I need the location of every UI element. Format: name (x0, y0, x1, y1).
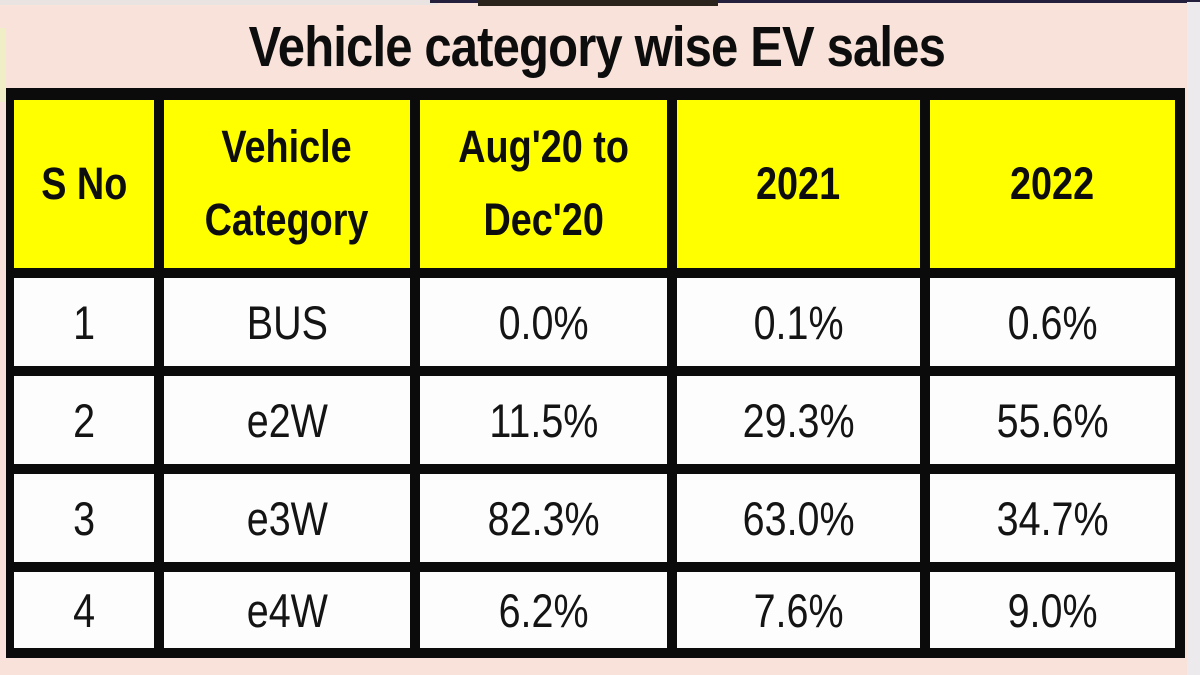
header-cell-s-no: S No (14, 100, 154, 268)
value-row4-2022: 9.0% (1007, 583, 1098, 637)
left-edge-strip-artifact (0, 28, 6, 102)
table-title: Vehicle category wise EV sales (248, 15, 945, 79)
top-edge-gray-artifact (0, 0, 438, 5)
value-row3-2021: 63.0% (742, 491, 855, 545)
cell-row4-period: 6.2% (420, 572, 667, 648)
value-row4-category: e4W (246, 583, 328, 637)
value-row3-sno: 3 (73, 491, 95, 545)
cell-row1-period: 0.0% (420, 278, 667, 366)
cell-row2-sno: 2 (14, 376, 154, 464)
cell-row4-sno: 4 (14, 572, 154, 648)
cell-row2-period: 11.5% (420, 376, 667, 464)
value-row4-period: 6.2% (498, 583, 589, 637)
value-row2-sno: 2 (73, 393, 95, 447)
top-edge-dark-segment-artifact (478, 0, 718, 6)
cell-row2-2021: 29.3% (677, 376, 920, 464)
cell-row2-category: e2W (164, 376, 410, 464)
header-label-s-no: S No (40, 157, 128, 209)
cell-row3-2021: 63.0% (677, 474, 920, 562)
value-row4-sno: 4 (73, 583, 95, 637)
value-row1-period: 0.0% (498, 295, 589, 349)
cell-row3-sno: 3 (14, 474, 154, 562)
header-label-2021: 2021 (756, 157, 841, 209)
right-margin-strip (1187, 2, 1200, 675)
value-row2-2021: 29.3% (742, 393, 855, 447)
header-cell-period: Aug'20 to Dec'20 (420, 100, 667, 268)
cell-row1-2022: 0.6% (930, 278, 1175, 366)
table-title-bar: Vehicle category wise EV sales (8, 8, 1185, 86)
header-cell-2021: 2021 (677, 100, 920, 268)
value-row1-2022: 0.6% (1007, 295, 1098, 349)
cell-row2-2022: 55.6% (930, 376, 1175, 464)
cell-row3-period: 82.3% (420, 474, 667, 562)
ev-sales-table: S No Vehicle Category Aug'20 to Dec'20 2… (6, 88, 1185, 658)
value-row4-2021: 7.6% (753, 583, 844, 637)
header-label-period-line1: Aug'20 to (458, 121, 629, 173)
cell-row1-category: BUS (164, 278, 410, 366)
value-row1-category: BUS (246, 295, 328, 349)
header-label-period-line2: Dec'20 (483, 194, 604, 245)
value-row3-category: e3W (246, 491, 328, 545)
cell-row3-2022: 34.7% (930, 474, 1175, 562)
cell-row3-category: e3W (164, 474, 410, 562)
value-row3-period: 82.3% (487, 491, 600, 545)
header-cell-vehicle-category: Vehicle Category (164, 100, 410, 268)
top-edge-navy-line-artifact (430, 0, 1200, 3)
value-row1-2021: 0.1% (753, 295, 844, 349)
cell-row4-2022: 9.0% (930, 572, 1175, 648)
value-row3-2022: 34.7% (996, 491, 1109, 545)
header-label-2022: 2022 (1010, 157, 1095, 209)
header-cell-2022: 2022 (930, 100, 1175, 268)
value-row2-period: 11.5% (488, 393, 599, 447)
cell-row1-sno: 1 (14, 278, 154, 366)
header-label-vehicle: Vehicle (221, 121, 353, 173)
value-row1-sno: 1 (73, 295, 95, 349)
cell-row4-category: e4W (164, 572, 410, 648)
header-label-category: Category (205, 194, 369, 245)
cell-row4-2021: 7.6% (677, 572, 920, 648)
cell-row1-2021: 0.1% (677, 278, 920, 366)
value-row2-category: e2W (246, 393, 328, 447)
value-row2-2022: 55.6% (996, 393, 1109, 447)
